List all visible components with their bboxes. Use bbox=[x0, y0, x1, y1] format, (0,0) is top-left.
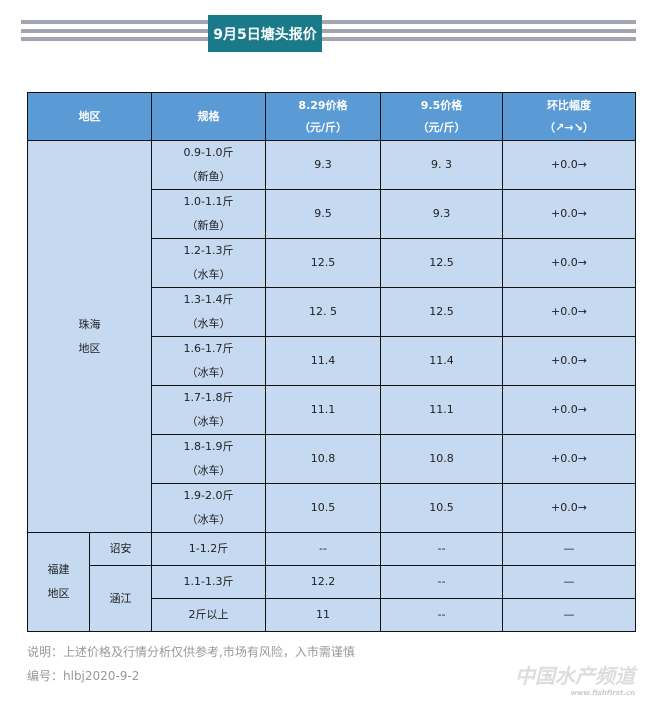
price-829-cell: 10.8 bbox=[265, 434, 381, 484]
price-95-cell: 11.4 bbox=[380, 336, 503, 386]
price-829-cell: 10.5 bbox=[265, 483, 381, 533]
header-row: 地区 规格 8.29价格 （元/斤） 9.5价格 （元/斤） 环比幅度 （↗→↘） bbox=[27, 92, 636, 141]
price-95-cell: 10.8 bbox=[380, 434, 503, 484]
spec-cell: 0.9-1.0斤 （新鱼） bbox=[151, 140, 266, 190]
decor-stripe bbox=[21, 37, 636, 41]
price-95-cell: -- bbox=[380, 598, 503, 632]
price-95-cell: -- bbox=[380, 532, 503, 566]
page-title: 9月5日塘头报价 bbox=[208, 15, 322, 52]
price-95-cell: 12.5 bbox=[380, 287, 503, 337]
price-829-cell: 11.4 bbox=[265, 336, 381, 386]
header-price-829: 8.29价格 （元/斤） bbox=[265, 92, 381, 141]
price-95-cell: 12.5 bbox=[380, 238, 503, 288]
table-row: 1.3-1.4斤 （水车） 12. 5 12.5 +0.0→ bbox=[28, 287, 636, 337]
table-row: 珠海 地区 0.9-1.0斤 （新鱼） 9.3 9. 3 +0.0→ bbox=[27, 140, 636, 533]
change-cell: +0.0→ bbox=[502, 483, 636, 533]
price-95-cell: 9.3 bbox=[380, 189, 503, 239]
table-row: 1.7-1.8斤 （冰车） 11.1 11.1 +0.0→ bbox=[28, 385, 636, 435]
table-row: 2斤以上 11 -- — bbox=[28, 598, 636, 632]
price-829-cell: 9.3 bbox=[265, 140, 381, 190]
spec-cell: 1.3-1.4斤 （水车） bbox=[151, 287, 266, 337]
code-number: 编号：hlbj2020-9-2 bbox=[27, 669, 140, 683]
price-829-cell: 9.5 bbox=[265, 189, 381, 239]
spec-cell: 1.2-1.3斤 （水车） bbox=[151, 238, 266, 288]
price-829-cell: -- bbox=[265, 532, 381, 566]
price-95-cell: 9. 3 bbox=[380, 140, 503, 190]
change-cell: +0.0→ bbox=[502, 287, 636, 337]
spec-cell: 1.0-1.1斤 （新鱼） bbox=[151, 189, 266, 239]
price-95-cell: 11.1 bbox=[380, 385, 503, 435]
spec-cell: 1-1.2斤 bbox=[151, 532, 266, 566]
spec-cell: 1.8-1.9斤 （冰车） bbox=[151, 434, 266, 484]
price-829-cell: 11.1 bbox=[265, 385, 381, 435]
disclaimer: 说明：上述价格及行情分析仅供参考,市场有风险，入市需谨慎 bbox=[27, 645, 355, 659]
price-95-cell: 10.5 bbox=[380, 483, 503, 533]
change-cell: +0.0→ bbox=[502, 238, 636, 288]
subregion-cell: 涵江 bbox=[89, 565, 152, 632]
header-change: 环比幅度 （↗→↘） bbox=[502, 92, 636, 141]
decor-stripe bbox=[21, 20, 636, 24]
change-cell: +0.0→ bbox=[502, 434, 636, 484]
change-cell: +0.0→ bbox=[502, 336, 636, 386]
watermark-logo: 中国水产频道 www.fishfirst.cn bbox=[515, 664, 635, 697]
price-829-cell: 12.2 bbox=[265, 565, 381, 599]
table-row: 1.9-2.0斤 （冰车） 10.5 10.5 +0.0→ bbox=[28, 483, 636, 533]
price-95-cell: -- bbox=[380, 565, 503, 599]
region-cell: 福建 地区 bbox=[27, 532, 90, 632]
price-829-cell: 12.5 bbox=[265, 238, 381, 288]
change-cell: — bbox=[502, 565, 636, 599]
spec-cell: 1.1-1.3斤 bbox=[151, 565, 266, 599]
price-table: 地区 规格 8.29价格 （元/斤） 9.5价格 （元/斤） 环比幅度 （↗→↘） 珠… bbox=[27, 92, 636, 632]
change-cell: +0.0→ bbox=[502, 189, 636, 239]
spec-cell: 1.6-1.7斤 （冰车） bbox=[151, 336, 266, 386]
decor-stripe bbox=[21, 29, 636, 33]
spec-cell: 1.9-2.0斤 （冰车） bbox=[151, 483, 266, 533]
change-cell: +0.0→ bbox=[502, 385, 636, 435]
price-829-cell: 12. 5 bbox=[265, 287, 381, 337]
change-cell: +0.0→ bbox=[502, 140, 636, 190]
spec-cell: 1.7-1.8斤 （冰车） bbox=[151, 385, 266, 435]
table-row: 1.8-1.9斤 （冰车） 10.8 10.8 +0.0→ bbox=[28, 434, 636, 484]
header-price-95: 9.5价格 （元/斤） bbox=[380, 92, 503, 141]
table-row: 1.2-1.3斤 （水车） 12.5 12.5 +0.0→ bbox=[28, 238, 636, 288]
subregion-cell: 诏安 bbox=[89, 532, 152, 566]
table-row: 1.0-1.1斤 （新鱼） 9.5 9.3 +0.0→ bbox=[28, 189, 636, 239]
table-row: 1.6-1.7斤 （冰车） 11.4 11.4 +0.0→ bbox=[28, 336, 636, 386]
region-cell: 珠海 地区 bbox=[27, 140, 152, 533]
change-cell: — bbox=[502, 598, 636, 632]
change-cell: — bbox=[502, 532, 636, 566]
table-row: 涵江 1.1-1.3斤 12.2 -- — bbox=[28, 565, 636, 632]
price-829-cell: 11 bbox=[265, 598, 381, 632]
table-row: 福建 地区 诏安 1-1.2斤 -- -- — bbox=[27, 532, 636, 632]
header-region: 地区 bbox=[27, 92, 152, 141]
header-spec: 规格 bbox=[151, 92, 266, 141]
spec-cell: 2斤以上 bbox=[151, 598, 266, 632]
